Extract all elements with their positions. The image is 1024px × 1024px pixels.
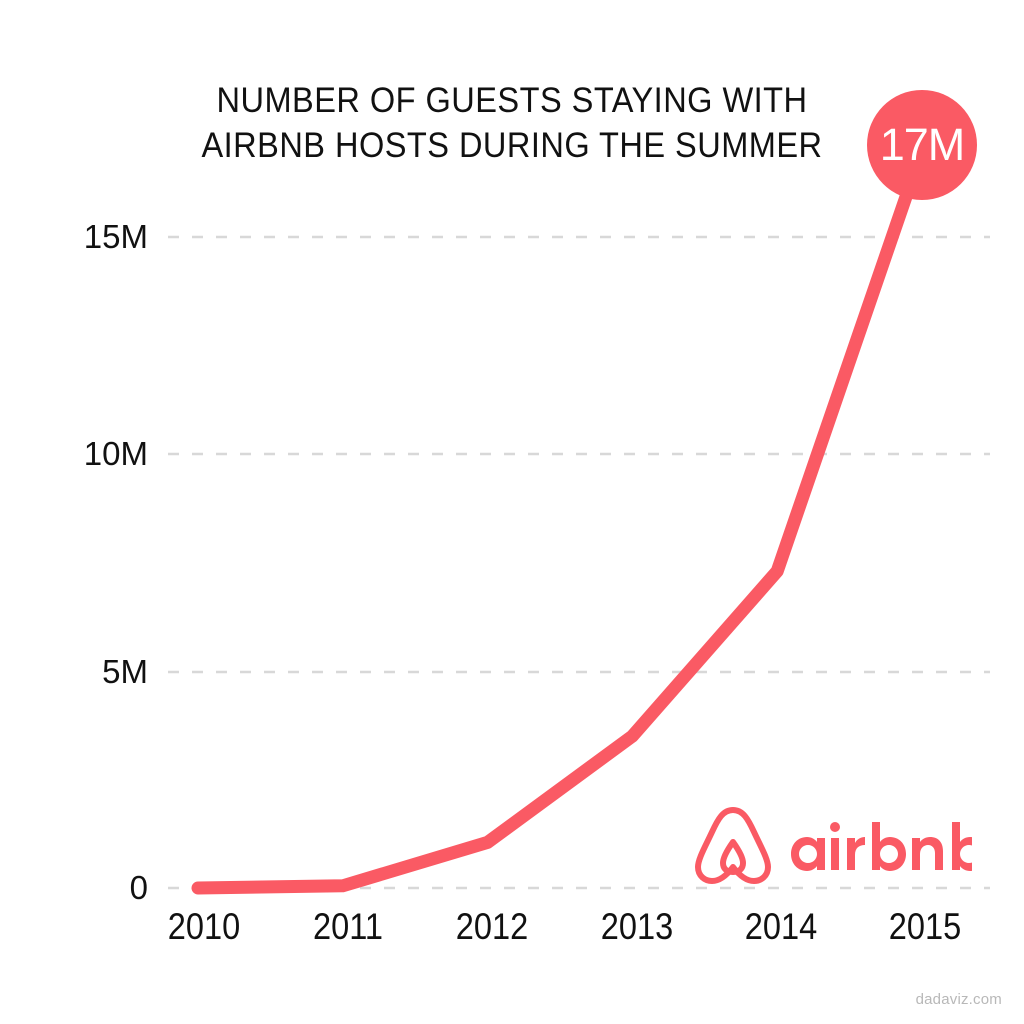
callout-value-label: 17M	[879, 118, 966, 170]
xtick-label-2010: 2010	[167, 906, 241, 947]
gridlines	[168, 235, 990, 890]
data-line-guests	[191, 143, 929, 895]
ytick-label-5m: 5M	[102, 653, 148, 690]
data-point-callout-2015: 17M	[867, 90, 977, 200]
xtick-label-2012: 2012	[455, 906, 529, 947]
xtick-label-2011: 2011	[312, 906, 384, 947]
source-watermark: dadaviz.com	[915, 991, 1002, 1008]
xtick-label-2015: 2015	[888, 906, 962, 947]
airbnb-belo-icon	[690, 805, 776, 890]
ytick-label-0: 0	[129, 869, 148, 906]
xtick-label-2013: 2013	[600, 906, 674, 947]
xtick-label-2014: 2014	[744, 906, 818, 947]
airbnb-wordmark	[790, 817, 986, 879]
ytick-label-10m: 10M	[83, 435, 148, 472]
airbnb-brand-lockup	[690, 805, 986, 890]
ytick-label-15m: 15M	[83, 218, 148, 255]
